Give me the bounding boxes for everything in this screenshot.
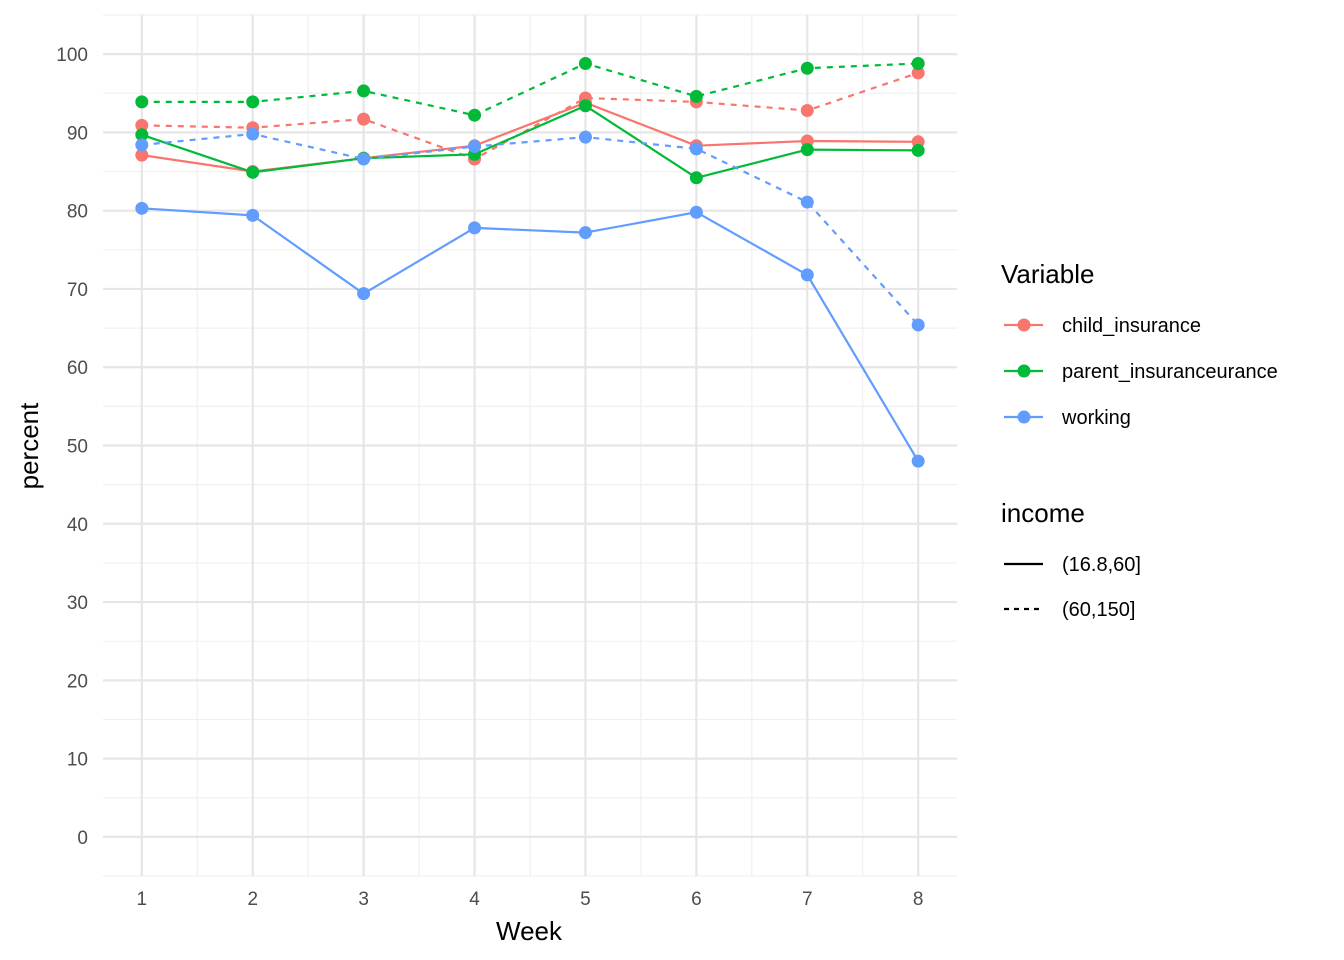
series-lines [141,62,920,462]
data-point [911,66,925,80]
x-tick-label: 7 [802,889,813,910]
color-legend-key-point [1017,410,1031,424]
data-point [911,318,925,332]
data-point [689,142,703,156]
data-point [800,195,814,209]
color-legend-label: parent_insuranceurance [1062,361,1278,383]
color-legend-title: Variable [1001,259,1094,289]
data-point [468,108,482,122]
x-tick-label: 1 [137,889,148,910]
data-point [800,143,814,157]
data-point [135,138,149,152]
data-point [578,130,592,144]
data-point [357,84,371,98]
x-axis-ticks: 1 2 3 4 5 6 7 8 [137,889,924,910]
y-tick-label: 30 [67,593,88,614]
x-tick-label: 8 [913,889,924,910]
data-point [689,171,703,185]
y-tick-label: 50 [67,437,88,458]
y-tick-label: 20 [67,671,88,692]
color-legend-label: working [1061,407,1131,429]
data-point [689,89,703,103]
data-point [800,268,814,282]
data-point [246,165,260,179]
x-tick-label: 3 [358,889,369,910]
data-point [578,57,592,71]
series-line [141,104,919,179]
series-line [141,207,920,462]
data-point [135,128,149,142]
data-point [135,201,149,215]
data-point [800,103,814,117]
series-line [141,132,920,326]
linetype-legend-label: (16.8,60] [1062,554,1141,576]
x-axis-title: Week [496,916,563,946]
data-point [911,143,925,157]
data-point [800,61,814,75]
data-point [468,139,482,153]
data-point [689,205,703,219]
data-point [246,127,260,141]
y-tick-label: 100 [56,45,88,66]
y-tick-label: 0 [77,828,88,849]
y-tick-label: 40 [67,515,88,536]
color-legend: Variable child_insurance parent_insurance… [1001,259,1278,429]
data-point [135,95,149,109]
grid-lines [103,14,957,877]
x-tick-label: 4 [469,889,480,910]
x-tick-label: 2 [247,889,258,910]
color-legend-label: child_insurance [1062,315,1201,337]
y-tick-label: 70 [67,280,88,301]
y-tick-label: 10 [67,750,88,771]
color-legend-key-point [1017,318,1031,332]
linetype-legend: income (16.8,60] (60,150] [1001,498,1141,621]
data-point [357,152,371,166]
data-point [911,454,925,468]
y-tick-label: 90 [67,123,88,144]
color-legend-key-point [1017,364,1031,378]
linetype-legend-title: income [1001,498,1085,528]
data-point [246,95,260,109]
y-axis-title: percent [14,402,44,489]
series-line [141,62,919,117]
linetype-legend-label: (60,150] [1062,599,1135,621]
data-point [135,118,149,132]
y-axis-ticks: 0 10 20 30 40 50 60 70 80 90 100 [56,45,88,849]
x-tick-label: 6 [691,889,702,910]
data-point [246,208,260,222]
data-point [357,287,371,301]
data-point [578,99,592,113]
x-tick-label: 5 [580,889,591,910]
data-point [578,226,592,240]
data-point [468,221,482,235]
data-point [911,57,925,71]
data-point [357,112,371,126]
data-point [135,148,149,162]
y-tick-label: 60 [67,358,88,379]
data-points [135,57,925,468]
y-tick-label: 80 [67,202,88,223]
